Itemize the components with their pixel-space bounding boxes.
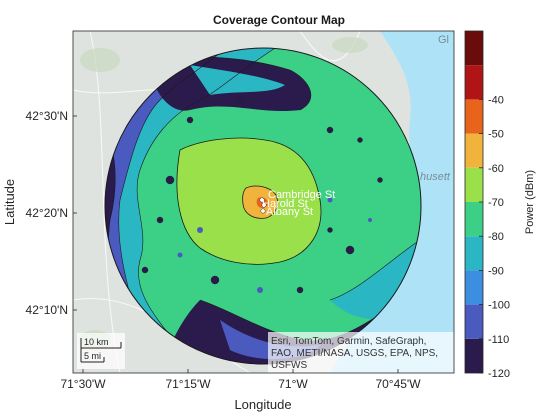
map-attribution: Esri, TomTom, Garmin, SafeGraph, FAO, ME… — [268, 332, 454, 373]
colorbar-tick-label: -50 — [488, 129, 504, 141]
site-label-cambridge-st: Cambridge St — [268, 189, 335, 201]
x-tick-label: 71°15'W — [165, 377, 211, 391]
x-tick-label: 71°W — [278, 377, 308, 391]
transmitter-sites[interactable]: Cambridge St Harold St Albany St — [259, 189, 335, 218]
site-label-albany-st: Albany St — [266, 206, 313, 218]
colorbar-tick-label: -40 — [488, 94, 504, 106]
colorbar-segment — [465, 99, 483, 134]
coverage-boundary — [104, 47, 422, 365]
colorbar-tick-label: -60 — [488, 163, 504, 175]
colorbar-segment — [465, 133, 483, 168]
map-title: Coverage Contour Map — [213, 13, 345, 27]
x-axis-label: Longitude — [234, 397, 291, 412]
attribution-line-1: Esri, TomTom, Garmin, SafeGraph, — [271, 336, 426, 347]
colorbar-segment — [465, 304, 483, 339]
map-frame — [72, 30, 455, 374]
colorbar-tick-label: -100 — [488, 300, 510, 312]
y-tick-label: 42°30'N — [26, 109, 68, 123]
colorbar-segment — [465, 270, 483, 305]
colorbar-tick-label: -120 — [488, 368, 510, 380]
contour-speckles-light — [177, 197, 372, 293]
y-axis-label: Latitude — [2, 179, 17, 225]
scale-bar: 10 km 5 mi — [77, 333, 125, 369]
site-marker[interactable] — [259, 197, 265, 203]
y-tick-label: 42°10'N — [26, 303, 68, 317]
x-tick-label: 70°45'W — [375, 377, 421, 391]
colorbar-segment — [465, 236, 483, 271]
scale-bar-km-label: 10 km — [84, 337, 109, 347]
colorbar-tick-label: -90 — [488, 265, 504, 277]
colorbar-tick-label: -110 — [488, 334, 509, 346]
basemap-label-edge-right: husett — [420, 171, 451, 183]
contour-band-110-100-west — [105, 48, 230, 364]
basemap-label-edge-top: Gl — [438, 34, 449, 46]
colorbar-segment — [465, 31, 483, 66]
map-area[interactable]: Gl husett — [73, 31, 454, 375]
attribution-line-3: USFWS — [271, 360, 307, 371]
colorbar-segment — [465, 167, 483, 202]
y-tick-label: 42°20'N — [26, 206, 68, 220]
contour-band-90-80-north — [190, 65, 285, 95]
ocean — [330, 31, 454, 373]
tick-marks — [73, 115, 399, 373]
contour-band-120-110-west — [105, 120, 116, 310]
attribution-line-2: FAO, METI/NASA, USGS, EPA, NPS, — [271, 348, 438, 359]
colorbar-segment — [465, 65, 483, 100]
site-label-harold-st: Harold St — [262, 198, 308, 210]
site-marker[interactable] — [261, 202, 267, 208]
x-tick-label: 71°30'W — [60, 377, 106, 391]
colorbar-tick-label: -80 — [488, 231, 504, 243]
contour-band-90-80-west — [105, 48, 280, 364]
colorbar-tick-label: -70 — [488, 197, 504, 209]
colorbar: -40 -50 -60 -70 -80 -90 -100 -110 -120 — [464, 30, 510, 380]
colorbar-label: Power (dBm) — [524, 170, 536, 234]
scale-bar-mi-label: 5 mi — [84, 351, 101, 361]
contour-speckles — [141, 96, 383, 294]
site-marker[interactable] — [260, 208, 266, 214]
colorbar-segment — [465, 202, 483, 237]
colorbar-segment — [465, 338, 483, 373]
